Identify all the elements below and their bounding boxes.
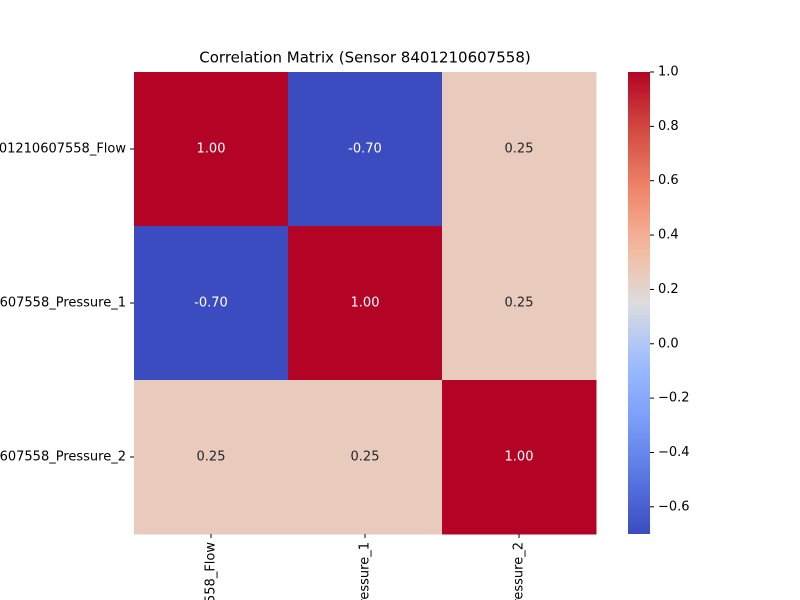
y-tick-label: 8401210607558_Pressure_1 bbox=[0, 296, 126, 311]
heatmap-cell bbox=[134, 380, 289, 535]
colorbar-tick-label: 0.8 bbox=[658, 119, 679, 134]
heatmap-cell bbox=[288, 72, 443, 227]
cell-label: 1.00 bbox=[351, 296, 380, 311]
heatmap-cell bbox=[288, 380, 443, 535]
cell-label: 1.00 bbox=[197, 142, 226, 157]
colorbar-tick-label: 0.6 bbox=[658, 173, 679, 188]
chart-title: Correlation Matrix (Sensor 8401210607558… bbox=[199, 49, 530, 67]
cell-label: 1.00 bbox=[505, 450, 534, 465]
x-tick-label: 8401210607558_Flow bbox=[204, 542, 219, 600]
cell-label: 0.25 bbox=[351, 450, 380, 465]
colorbar-tick-label: −0.6 bbox=[658, 499, 690, 514]
heatmap-cell bbox=[134, 72, 289, 227]
y-tick-label: 8401210607558_Flow bbox=[0, 142, 126, 157]
cell-label: -0.70 bbox=[194, 296, 228, 311]
colorbar-tick-label: 0.4 bbox=[658, 228, 679, 243]
colorbar-tick-label: 0.2 bbox=[658, 282, 679, 297]
colorbar-tick-label: −0.2 bbox=[658, 391, 690, 406]
heatmap-cell bbox=[134, 226, 289, 381]
colorbar-tick-label: −0.4 bbox=[658, 445, 690, 460]
heatmap-cell bbox=[442, 226, 597, 381]
y-tick-label: 8401210607558_Pressure_2 bbox=[0, 450, 126, 465]
heatmap-cell bbox=[442, 380, 597, 535]
x-tick-label: 8401210607558_Pressure_2 bbox=[512, 542, 527, 600]
colorbar-tick-label: 1.0 bbox=[658, 65, 679, 80]
cell-label: -0.70 bbox=[348, 142, 382, 157]
heatmap-cell bbox=[442, 72, 597, 227]
cell-label: 0.25 bbox=[505, 296, 534, 311]
heatmap-cell bbox=[288, 226, 443, 381]
cell-label: 0.25 bbox=[197, 450, 226, 465]
cell-label: 0.25 bbox=[505, 142, 534, 157]
colorbar-tick-label: 0.0 bbox=[658, 336, 679, 351]
colorbar bbox=[628, 72, 650, 534]
x-tick-label: 8401210607558_Pressure_1 bbox=[358, 542, 373, 600]
